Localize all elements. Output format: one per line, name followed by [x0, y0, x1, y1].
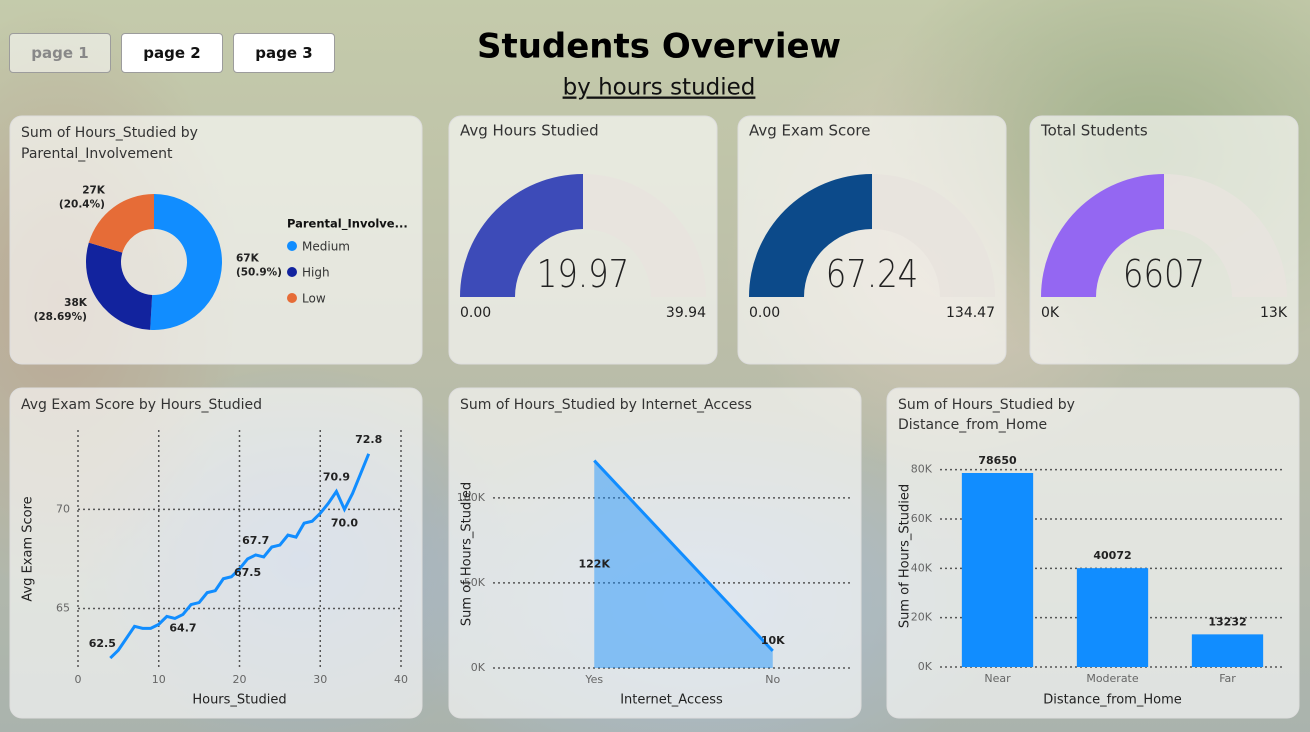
y-tick-label: 60K: [911, 512, 933, 525]
data-label: 40072: [1093, 549, 1131, 562]
area: [594, 460, 773, 668]
line: [593, 459, 774, 652]
data-label: 67.5: [234, 566, 261, 579]
pie-slice: [85, 242, 153, 330]
chart-title: Sum of Hours_Studied by Distance_from_Hom…: [898, 397, 1075, 433]
x-tick-label: 10: [152, 673, 166, 686]
data-label: 78650: [978, 454, 1017, 467]
data-label: 72.8: [355, 433, 382, 446]
chart-title: Sum of Hours_Studied by Parental_Involvem…: [21, 125, 198, 162]
data-label: 67.7: [242, 534, 269, 547]
data-label: 64.7: [169, 621, 196, 634]
gauge-tick-label: 39.94: [666, 305, 706, 321]
y-tick-label: 100K: [457, 491, 486, 504]
bar: [1076, 568, 1149, 667]
y-tick-label: 0K: [471, 661, 486, 674]
data-label: 70.0: [331, 516, 358, 529]
chart-card: Sum of Hours_Studied by Parental_Involvem…: [9, 115, 423, 365]
gauge-tick-label: 134.47: [946, 305, 995, 321]
card-background: [1029, 115, 1299, 365]
data-label: 10K: [761, 634, 785, 647]
legend-title: Parental_Involve...: [287, 217, 408, 232]
x-tick-label: Yes: [584, 673, 603, 686]
chart-card: Avg Hours Studied 19.97 0.00 39.94: [448, 115, 718, 365]
chart-card: Sum of Hours_Studied by Internet_Access 0…: [448, 387, 862, 719]
card-background: [737, 115, 1007, 365]
pie-slice: [150, 194, 222, 330]
slice-label: 38K (28.69%): [34, 297, 88, 323]
data-label: 62.5: [89, 637, 116, 650]
bar: [1191, 634, 1264, 667]
x-tick-label: Moderate: [1086, 672, 1139, 685]
legend-swatch: [287, 267, 297, 277]
page-nav: page 1 page 2 page 3: [9, 33, 335, 73]
x-tick-label: No: [765, 673, 780, 686]
page-subtitle: by hours studied: [563, 75, 756, 101]
gauge-value: 6607: [1123, 252, 1205, 296]
page-button[interactable]: page 3: [233, 33, 335, 73]
legend-swatch: [287, 293, 297, 303]
legend-swatch: [287, 241, 297, 251]
x-axis-title: Internet_Access: [620, 693, 723, 708]
data-label: 13232: [1208, 615, 1246, 628]
data-label: 122K: [579, 557, 611, 570]
y-tick-label: 20K: [911, 611, 933, 624]
gauge-value: 67.24: [826, 252, 918, 296]
gauge-tick-label: 0.00: [749, 305, 780, 321]
x-tick-label: 40: [394, 673, 408, 686]
legend-label: High: [302, 266, 330, 280]
chart-title: Sum of Hours_Studied by Internet_Access: [460, 397, 752, 413]
chart-title: Avg Exam Score by Hours_Studied: [21, 397, 262, 413]
y-axis-title: Sum of Hours_Studied: [898, 484, 913, 628]
pie-slice: [88, 194, 154, 253]
chart-card: Avg Exam Score 67.24 0.00 134.47: [737, 115, 1007, 365]
gauge-fill: [1041, 174, 1164, 297]
x-axis-title: Hours_Studied: [192, 693, 286, 708]
data-label: 70.9: [323, 470, 350, 483]
page-button[interactable]: page 1: [9, 33, 111, 73]
card-background: [448, 115, 718, 365]
x-tick-label: 30: [313, 673, 327, 686]
x-tick-label: 20: [233, 673, 247, 686]
x-tick-label: Far: [1219, 672, 1236, 685]
chart-card: Total Students 6607 0K 13K: [1029, 115, 1299, 365]
page-title: Students Overview: [477, 27, 841, 67]
chart-card: Sum of Hours_Studied by Distance_from_Hom…: [886, 387, 1300, 719]
y-axis-title: Sum of Hours_Studied: [460, 482, 475, 626]
gauge-tick-label: 13K: [1260, 305, 1288, 321]
x-tick-label: 0: [75, 673, 82, 686]
chart-card: Avg Exam Score by Hours_Studied 65 70 Hours…: [9, 387, 423, 719]
y-tick-label: 65: [56, 602, 70, 615]
y-axis-title: Avg Exam Score: [21, 496, 36, 601]
gauge-value: 19.97: [537, 252, 629, 296]
chart-title: Avg Exam Score: [749, 122, 871, 140]
chart-title: Avg Hours Studied: [460, 122, 599, 140]
bar: [961, 472, 1034, 667]
y-tick-label: 40K: [911, 561, 933, 574]
page-button[interactable]: page 2: [121, 33, 223, 73]
x-axis-title: Distance_from_Home: [1043, 693, 1182, 708]
y-tick-label: 80K: [911, 463, 933, 476]
y-tick-label: 0K: [918, 660, 933, 673]
chart-title: Total Students: [1040, 122, 1148, 140]
gauge-tick-label: 0K: [1041, 305, 1060, 321]
legend-label: Medium: [302, 240, 350, 254]
gauge-fill: [460, 174, 583, 297]
card-background: [9, 387, 423, 719]
gauge-tick-label: 0.00: [460, 305, 491, 321]
slice-label: 27K (20.4%): [59, 184, 106, 210]
gauge-fill: [749, 173, 873, 297]
line: [109, 453, 371, 660]
slice-label: 67K (50.9%): [236, 252, 282, 278]
y-tick-label: 50K: [464, 576, 486, 589]
y-tick-label: 70: [56, 502, 70, 515]
x-tick-label: Near: [984, 672, 1011, 685]
legend-label: Low: [302, 292, 326, 306]
